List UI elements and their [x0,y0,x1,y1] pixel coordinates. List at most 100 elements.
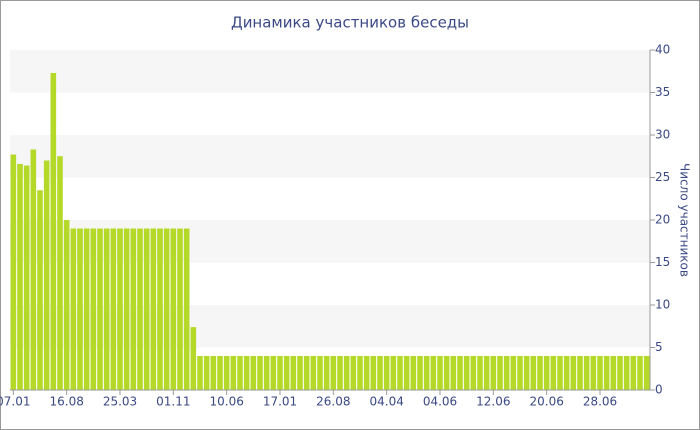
y-tick-label: 10 [655,298,670,312]
bar [210,356,217,390]
y-tick-label: 35 [655,85,670,99]
y-tick-label: 0 [655,383,663,397]
x-tick-label: 17.01 [263,395,297,409]
bar [277,356,283,390]
bar [617,356,623,390]
bar [557,356,563,390]
bar [510,356,517,390]
bar [403,356,410,390]
y-axis-title: Число участников [678,163,692,277]
bar [290,356,297,390]
bar [450,356,457,390]
bar [283,356,290,390]
bar [63,220,70,390]
bar [603,356,610,390]
bar [550,356,557,390]
bar [523,356,530,390]
bar [530,356,537,390]
bar [410,356,417,390]
bar [223,356,230,390]
bar [383,356,390,390]
bar [443,356,450,390]
x-tick-label: 10.06 [209,395,243,409]
bar [43,160,50,390]
chart-title: Динамика участников беседы [231,14,469,32]
bar [570,356,577,390]
bar [397,356,403,390]
bar [90,228,97,390]
y-tick-label: 40 [655,43,670,57]
bar [390,356,397,390]
bar [430,356,437,390]
bar [250,356,257,390]
bar [357,356,363,390]
bar [637,356,643,390]
bar [517,356,523,390]
x-tick-label: 26.08 [316,395,350,409]
y-tick-label: 5 [655,340,663,354]
bar [83,228,90,390]
grid-band [10,50,650,93]
bar [197,356,203,390]
bar [230,356,237,390]
x-tick-label: 12.06 [476,395,510,409]
bar [457,356,463,390]
x-tick-label: 07.01 [0,395,31,409]
bar [123,228,130,390]
bar [297,356,303,390]
grid-band [10,305,650,348]
bar [323,356,330,390]
bar [243,356,250,390]
bar [190,327,197,390]
bar [103,228,110,390]
bar [97,228,103,390]
bar [237,356,243,390]
bar [563,356,570,390]
y-tick-label: 30 [655,128,670,142]
bar [610,356,617,390]
bar [257,356,263,390]
x-tick-label: 20.06 [529,395,563,409]
bar [163,228,170,390]
bar [130,228,137,390]
bar [143,228,150,390]
y-tick-label: 15 [655,255,670,269]
grid-band [10,220,650,263]
bar [643,356,650,390]
bar [37,190,43,390]
bar [483,356,490,390]
bar [537,356,543,390]
bar [463,356,470,390]
x-tick-label: 01.11 [156,395,190,409]
bar [343,356,350,390]
bar [150,228,157,390]
bar [490,356,497,390]
bar [77,228,83,390]
bar [70,228,77,390]
bar [350,356,357,390]
bar [177,228,183,390]
bar [203,356,210,390]
bar [377,356,383,390]
bar [10,154,17,390]
bar [57,156,63,390]
x-tick-label: 16.08 [49,395,83,409]
bar [623,356,630,390]
bar [477,356,483,390]
x-tick-label: 25.03 [103,395,137,409]
bar [217,356,223,390]
x-tick-label: 04.04 [369,395,403,409]
bar [23,165,30,390]
bar [303,356,310,390]
x-tick-label: 04.06 [423,395,457,409]
bar [503,356,510,390]
bar [263,356,270,390]
bar [270,356,277,390]
bar [417,356,423,390]
bar [17,163,23,390]
bar [337,356,343,390]
bar [110,228,117,390]
y-tick-label: 25 [655,170,670,184]
bar [170,228,177,390]
